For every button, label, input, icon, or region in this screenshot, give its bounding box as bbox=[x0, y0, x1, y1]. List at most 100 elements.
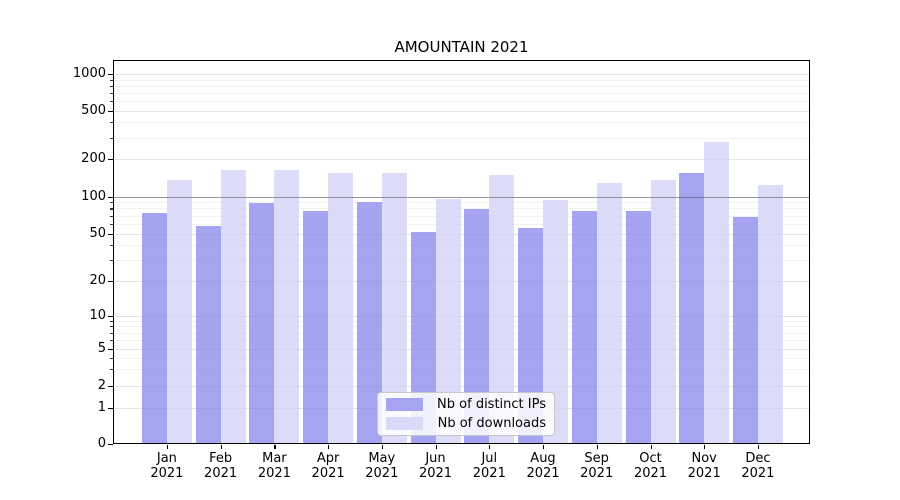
x-tick-label: Mar 2021 bbox=[257, 451, 291, 481]
x-tick-mark bbox=[220, 445, 222, 449]
legend-swatch-downloads bbox=[386, 417, 423, 430]
bar-distinct-ips bbox=[195, 225, 221, 444]
x-tick-label: Jun 2021 bbox=[418, 451, 453, 481]
gridline bbox=[113, 79, 810, 81]
x-tick-mark bbox=[650, 445, 652, 449]
gridline bbox=[113, 110, 810, 112]
emphasis-line-layer bbox=[113, 60, 810, 444]
gridline bbox=[113, 315, 810, 317]
gridline bbox=[113, 223, 810, 225]
x-tick-mark bbox=[596, 445, 598, 449]
x-tick-mark bbox=[328, 445, 330, 449]
y-minor-tick-mark bbox=[110, 369, 113, 371]
bars-layer bbox=[113, 60, 810, 444]
legend: Nb of distinct IPs Nb of downloads bbox=[377, 392, 555, 436]
x-tick-label: Nov 2021 bbox=[687, 451, 721, 481]
bar-downloads bbox=[328, 173, 354, 444]
y-tick-mark bbox=[108, 385, 113, 387]
y-tick-label: 0 bbox=[97, 436, 106, 451]
y-minor-tick-mark bbox=[110, 223, 113, 225]
bar-distinct-ips bbox=[571, 211, 597, 444]
y-minor-tick-mark bbox=[110, 332, 113, 334]
y-minor-tick-mark bbox=[110, 326, 113, 328]
y-tick-mark bbox=[108, 281, 113, 283]
bar-downloads bbox=[757, 184, 783, 444]
bar-downloads bbox=[704, 142, 730, 444]
gridline bbox=[113, 196, 810, 198]
y-minor-tick-mark bbox=[110, 208, 113, 210]
bar-distinct-ips bbox=[141, 212, 167, 444]
x-tick-mark bbox=[543, 445, 545, 449]
y-tick-label: 200 bbox=[81, 151, 106, 166]
y-minor-tick-mark bbox=[110, 357, 113, 359]
y-minor-tick-mark bbox=[110, 202, 113, 204]
bar-distinct-ips bbox=[679, 172, 705, 444]
x-tick-label: Dec 2021 bbox=[741, 451, 775, 481]
x-tick-mark bbox=[274, 445, 276, 449]
x-tick-label: Aug 2021 bbox=[526, 451, 560, 481]
bar-downloads bbox=[166, 179, 192, 444]
gridline bbox=[113, 332, 810, 334]
x-tick-mark bbox=[381, 445, 383, 449]
gridline bbox=[113, 320, 810, 322]
y-minor-tick-mark bbox=[110, 85, 113, 87]
emphasis-gridline-100 bbox=[113, 196, 810, 198]
gridline bbox=[113, 159, 810, 160]
legend-label-downloads: Nb of downloads bbox=[437, 416, 546, 431]
gridline bbox=[113, 233, 810, 235]
legend-entry-distinct-ips: Nb of distinct IPs bbox=[386, 397, 546, 412]
x-tick-mark bbox=[489, 445, 491, 449]
x-tick-label: May 2021 bbox=[365, 451, 399, 481]
y-tick-mark bbox=[108, 315, 113, 317]
bar-downloads bbox=[650, 180, 676, 444]
y-minor-tick-mark bbox=[110, 137, 113, 139]
gridline bbox=[113, 208, 810, 210]
x-tick-mark bbox=[757, 445, 760, 449]
y-tick-mark bbox=[108, 74, 113, 76]
y-tick-label: 20 bbox=[89, 273, 106, 288]
legend-label-distinct-ips: Nb of distinct IPs bbox=[437, 397, 546, 412]
gridline bbox=[113, 100, 810, 102]
y-tick-mark bbox=[108, 110, 113, 112]
gridline bbox=[113, 202, 810, 204]
y-tick-label: 50 bbox=[89, 225, 106, 241]
bar-distinct-ips bbox=[625, 211, 651, 444]
x-tick-label: Oct 2021 bbox=[633, 451, 668, 481]
y-tick-label: 5 bbox=[97, 340, 106, 356]
chart-title: AMOUNTAIN 2021 bbox=[394, 38, 529, 56]
x-tick-mark bbox=[166, 445, 169, 449]
gridline bbox=[113, 369, 810, 371]
gridline bbox=[113, 85, 810, 87]
plot-area bbox=[113, 60, 810, 444]
legend-swatch-distinct-ips bbox=[386, 398, 423, 411]
bar-distinct-ips bbox=[732, 217, 758, 444]
x-tick-label: Jan 2021 bbox=[150, 451, 184, 481]
y-tick-mark bbox=[108, 444, 113, 446]
gridline bbox=[113, 385, 810, 387]
legend-entry-downloads: Nb of downloads bbox=[386, 416, 546, 431]
x-tick-label: Jul 2021 bbox=[472, 451, 506, 481]
bar-downloads bbox=[596, 183, 622, 444]
y-minor-tick-mark bbox=[110, 215, 113, 217]
y-minor-tick-mark bbox=[110, 122, 113, 124]
gridline bbox=[113, 74, 810, 75]
y-tick-label: 500 bbox=[81, 102, 106, 118]
y-tick-mark bbox=[108, 196, 113, 198]
y-minor-tick-mark bbox=[110, 245, 113, 247]
y-minor-tick-mark bbox=[110, 320, 113, 322]
x-tick-mark bbox=[435, 445, 437, 449]
x-tick-label: Apr 2021 bbox=[311, 451, 345, 481]
gridline bbox=[113, 281, 810, 282]
gridline bbox=[113, 215, 810, 217]
bar-downloads bbox=[220, 170, 246, 444]
x-tick-mark bbox=[704, 445, 706, 449]
y-tick-label: 10 bbox=[89, 307, 106, 323]
bar-distinct-ips bbox=[249, 202, 275, 444]
y-minor-tick-mark bbox=[110, 92, 113, 94]
gridline bbox=[113, 92, 810, 94]
y-tick-mark bbox=[108, 233, 113, 235]
y-tick-label: 1000 bbox=[72, 66, 106, 81]
bar-distinct-ips bbox=[303, 210, 329, 444]
gridline bbox=[113, 137, 810, 139]
